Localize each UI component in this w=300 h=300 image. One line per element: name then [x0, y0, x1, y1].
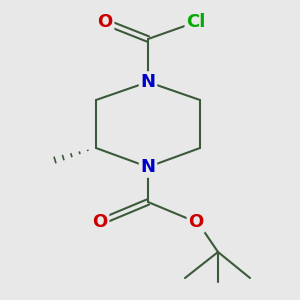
Text: N: N — [140, 158, 155, 176]
Text: O: O — [188, 213, 204, 231]
Text: Cl: Cl — [186, 13, 206, 31]
Text: O: O — [98, 13, 112, 31]
Text: N: N — [140, 73, 155, 91]
Text: O: O — [92, 213, 108, 231]
